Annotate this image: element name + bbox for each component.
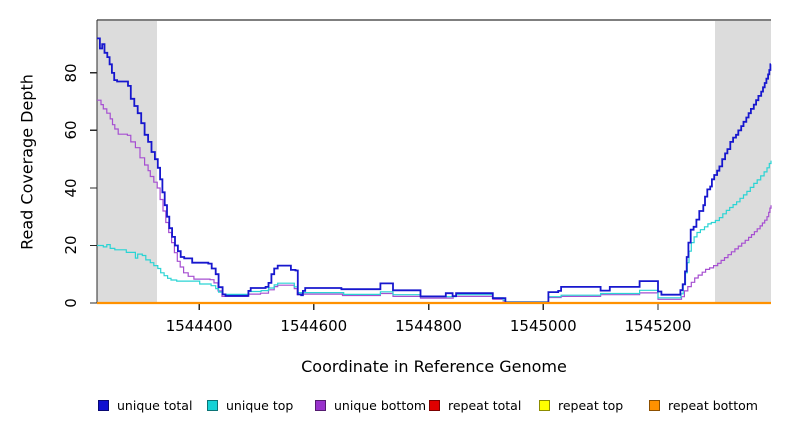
y-tick-label-60: 60 (62, 120, 80, 140)
x-tick-label-1545200: 1545200 (624, 317, 692, 335)
y-tick-label-0: 0 (62, 298, 80, 308)
y-tick-label-20: 20 (62, 235, 80, 256)
x-tick-label-1544800: 1544800 (395, 317, 462, 335)
legend-label: unique total (117, 398, 193, 413)
y-tick-label-40: 40 (62, 178, 80, 198)
legend-item-repeat-top: repeat top (539, 398, 623, 413)
legend-item-unique-top: unique top (207, 398, 293, 413)
legend-item-unique-bottom: unique bottom (315, 398, 426, 413)
repeat-top-swatch-icon (539, 400, 550, 411)
repeat-total-swatch-icon (429, 400, 440, 411)
unique-top-swatch-icon (207, 400, 218, 411)
x-axis-title: Coordinate in Reference Genome (301, 357, 567, 376)
x-tick-label-1544400: 1544400 (165, 317, 233, 335)
y-tick-label-80: 80 (62, 63, 80, 83)
legend-label: repeat top (558, 398, 624, 413)
x-tick-label-1544600: 1544600 (280, 317, 348, 335)
legend-label: unique top (226, 398, 294, 413)
legend-label: repeat bottom (668, 398, 758, 413)
unique-total-swatch-icon (98, 400, 109, 411)
repeat-bottom-swatch-icon (649, 400, 660, 411)
legend-label: repeat total (448, 398, 522, 413)
legend-label: unique bottom (334, 398, 427, 413)
unique-bottom-swatch-icon (315, 400, 326, 411)
legend-item-repeat-total: repeat total (429, 398, 521, 413)
x-tick-label-1545000: 1545000 (509, 317, 577, 335)
legend-item-unique-total: unique total (98, 398, 192, 413)
legend-item-repeat-bottom: repeat bottom (649, 398, 758, 413)
y-axis-title: Read Coverage Depth (17, 74, 37, 250)
